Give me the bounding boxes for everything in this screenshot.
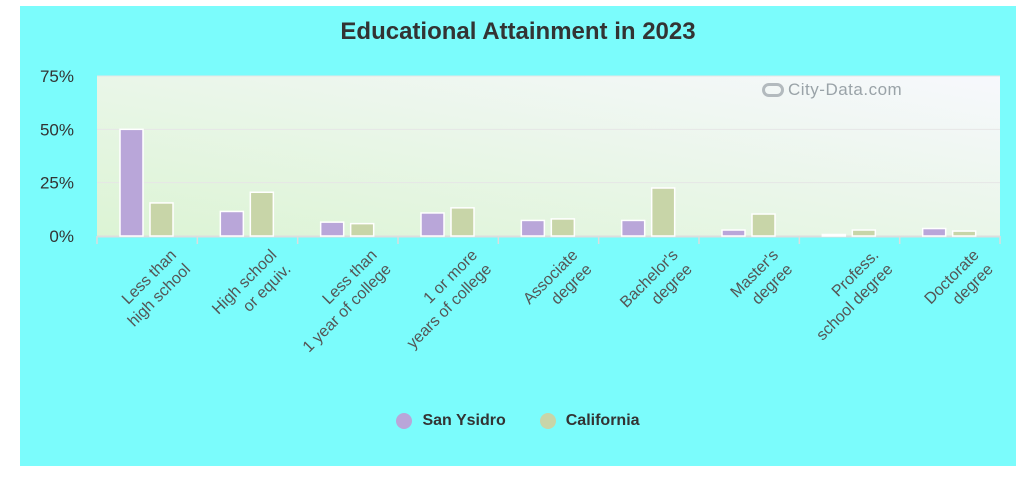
bar-california[interactable] (450, 207, 475, 237)
bar-california[interactable] (951, 230, 977, 237)
x-tick-label: High schoolor equiv. (209, 247, 294, 332)
bar-san-ysidro[interactable] (921, 227, 947, 237)
bar-california[interactable] (751, 213, 776, 237)
bar-san-ysidro[interactable] (520, 219, 546, 237)
bar-california[interactable] (650, 187, 676, 237)
watermark-text: City-Data.com (788, 80, 903, 99)
bar-san-ysidro[interactable] (420, 212, 445, 237)
y-tick-label: 50% (40, 120, 74, 139)
bar-chart: 0% 25% 50% 75% Less thanhigh school High sch… (40, 67, 1001, 356)
x-tick-label: Associatedegree (520, 247, 595, 322)
bar-san-ysidro[interactable] (620, 219, 646, 237)
legend-swatch-san-ysidro (396, 413, 413, 429)
x-tick-label: Bachelor'sdegree (617, 247, 696, 326)
magnifier-icon (762, 83, 784, 97)
chart-title: Educational Attainment in 2023 (340, 18, 696, 45)
y-tick-label: 0% (49, 227, 74, 246)
bar-california[interactable] (249, 191, 275, 237)
x-tick-label: Doctoratedegree (922, 247, 997, 322)
bar-san-ysidro[interactable] (821, 233, 847, 237)
bar-san-ysidro[interactable] (119, 128, 144, 237)
x-tick-label: Less than1 year of college (286, 247, 395, 356)
legend: San Ysidro California (20, 412, 1016, 430)
bar-california[interactable] (851, 229, 877, 237)
bar-california[interactable] (550, 218, 576, 237)
legend-swatch-california (539, 413, 556, 429)
legend-item-san-ysidro: San Ysidro (396, 412, 506, 430)
bar-san-ysidro[interactable] (219, 210, 245, 237)
x-tick-label: Master'sdegree (728, 247, 797, 316)
watermark: City-Data.com (762, 80, 902, 100)
legend-label-san-ysidro: San Ysidro (422, 412, 506, 429)
legend-label-california: California (565, 412, 640, 429)
y-tick-label: 75% (40, 67, 74, 86)
bar-san-ysidro[interactable] (319, 221, 345, 237)
bar-san-ysidro[interactable] (721, 229, 746, 237)
chart-panel: Educational Attainment in 2023 0% 25% 50% 7… (20, 6, 1016, 466)
plot-area (97, 76, 1000, 236)
x-tick-label: Less thanhigh school (111, 247, 194, 330)
bar-california[interactable] (149, 202, 174, 237)
y-tick-label: 25% (40, 174, 74, 193)
legend-item-california: California (539, 412, 640, 430)
x-tick-label: Profess.school degree (799, 247, 896, 344)
x-tick-label: 1 or moreyears of college (390, 247, 495, 352)
bar-california[interactable] (349, 222, 375, 237)
